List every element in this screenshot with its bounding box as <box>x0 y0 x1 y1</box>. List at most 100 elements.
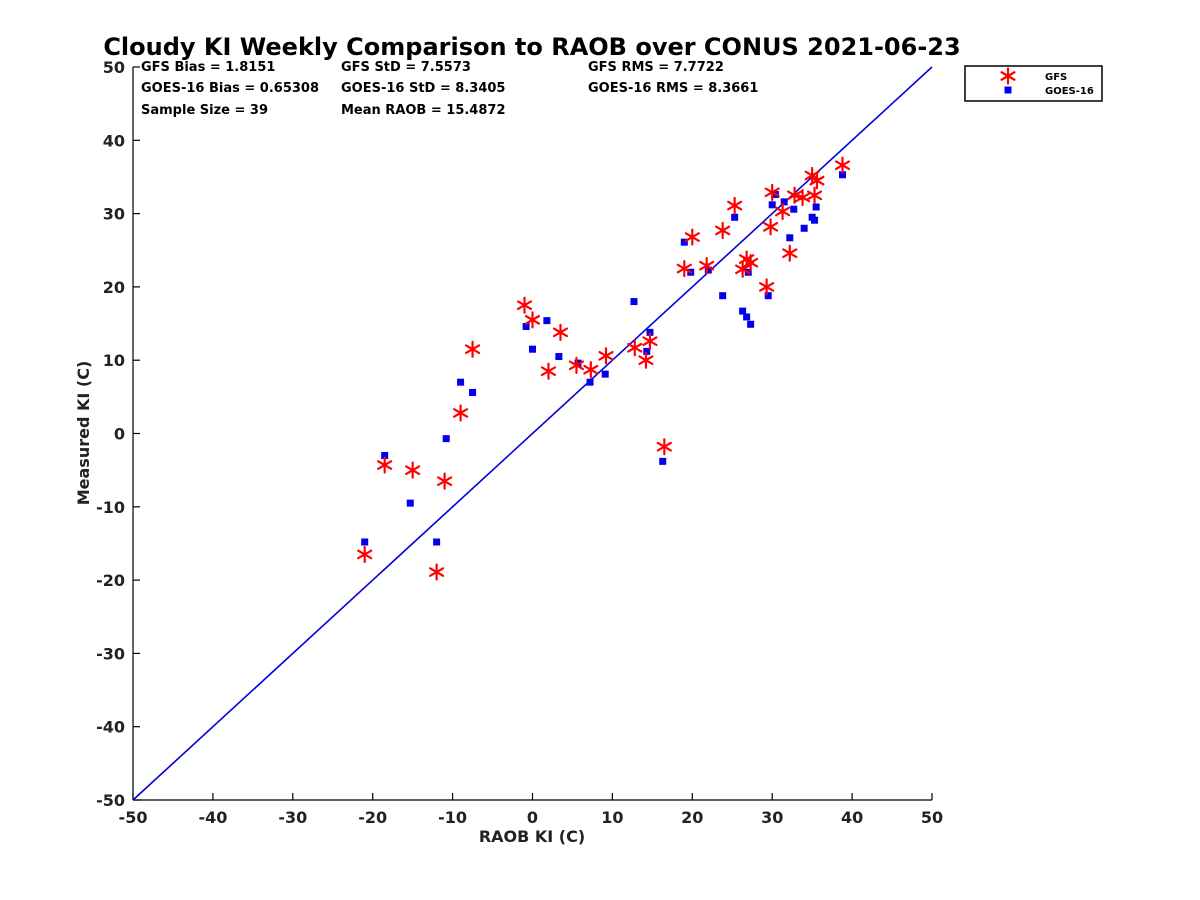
gfs-point <box>642 332 658 350</box>
goes16-point <box>601 370 609 378</box>
gfs-point <box>794 188 811 207</box>
gfs-point <box>627 339 643 357</box>
legend-gfs-marker <box>1000 67 1016 85</box>
x-tick-label: -40 <box>198 808 227 827</box>
gfs-point <box>552 323 569 341</box>
x-tick-label: -30 <box>278 808 307 827</box>
x-tick-label: 0 <box>527 808 538 827</box>
stat-label: GOES-16 RMS = 8.3661 <box>588 81 758 96</box>
goes16-point <box>433 538 441 546</box>
gfs-point <box>638 351 654 369</box>
gfs-point <box>806 186 823 204</box>
gfs-point <box>699 257 715 275</box>
data-points <box>357 156 851 581</box>
x-axis-label: RAOB KI (C) <box>479 827 585 846</box>
goes16-point <box>586 378 594 386</box>
gfs-point <box>516 296 533 314</box>
legend: GFS GOES-16 <box>964 65 1103 102</box>
gfs-point <box>676 259 692 278</box>
x-tick-label: -10 <box>438 808 467 827</box>
goes16-point <box>406 499 414 507</box>
goes16-point <box>643 347 651 355</box>
goes16-point <box>555 353 563 361</box>
goes16-point <box>768 201 776 209</box>
series-goes-16 <box>361 171 847 546</box>
gfs-point <box>377 456 393 474</box>
goes16-point <box>790 205 798 213</box>
x-tick-label: 20 <box>681 808 703 827</box>
goes16-point <box>743 313 751 321</box>
legend-goes16-marker <box>1004 86 1012 94</box>
gfs-point <box>684 228 700 246</box>
gfs-point <box>774 202 791 221</box>
one-to-one-line <box>132 66 933 801</box>
goes16-point <box>800 224 808 232</box>
stat-label: GOES-16 StD = 8.3405 <box>341 81 505 96</box>
chart-title: Cloudy KI Weekly Comparison to RAOB over… <box>103 33 960 61</box>
gfs-point <box>429 563 445 581</box>
goes16-point <box>529 345 536 353</box>
y-axis-label: Measured KI (C) <box>74 361 93 506</box>
goes16-point <box>543 317 551 325</box>
gfs-point <box>656 438 672 456</box>
gfs-point <box>727 196 743 215</box>
legend-label: GOES-16 <box>1045 86 1094 97</box>
y-tick-label: 30 <box>103 205 125 224</box>
goes16-point <box>646 328 654 336</box>
x-tick-label: 10 <box>601 808 623 827</box>
goes16-point <box>812 203 820 211</box>
y-tick-label: -30 <box>96 644 125 663</box>
gfs-point <box>464 340 481 358</box>
goes16-point <box>457 378 465 386</box>
goes16-point <box>719 292 727 300</box>
x-tick-label: 40 <box>841 808 863 827</box>
stat-label: Mean RAOB = 15.4872 <box>341 103 506 118</box>
stat-label: GOES-16 Bias = 0.65308 <box>141 81 319 96</box>
gfs-point <box>437 472 453 490</box>
stats-panel: GFS Bias = 1.8151 GFS StD = 7.5573 GFS RMS… <box>141 60 758 118</box>
gfs-point <box>540 362 557 380</box>
goes16-point <box>839 171 847 179</box>
y-tick-label: 20 <box>103 278 125 297</box>
y-tick-label: -50 <box>96 791 125 810</box>
goes16-point <box>747 320 755 328</box>
gfs-point <box>405 461 421 479</box>
goes16-point <box>811 216 819 224</box>
gfs-point <box>524 311 541 329</box>
goes16-point <box>780 198 788 206</box>
goes16-point <box>442 435 450 443</box>
stat-label: GFS StD = 7.5573 <box>341 60 471 75</box>
gfs-point <box>834 156 851 174</box>
gfs-point <box>743 254 759 272</box>
goes16-point <box>630 298 638 306</box>
gfs-point <box>357 545 373 564</box>
gfs-point <box>764 183 780 201</box>
goes16-point <box>680 238 688 246</box>
x-tick-label: 30 <box>761 808 783 827</box>
y-ticks: 50 40 30 20 10 0 -10 -20 -30 -40 -50 <box>96 58 140 810</box>
legend-label: GFS <box>1045 72 1067 83</box>
x-tick-label: -50 <box>119 808 148 827</box>
goes16-point <box>739 307 747 315</box>
y-tick-label: 50 <box>103 58 125 77</box>
y-tick-label: 0 <box>114 425 125 444</box>
gfs-point <box>583 361 599 379</box>
goes16-point <box>704 266 712 274</box>
gfs-point <box>715 221 731 240</box>
gfs-point <box>568 356 585 374</box>
y-tick-label: 40 <box>103 131 125 150</box>
x-ticks: -50 -40 -30 -20 -10 0 10 20 30 40 50 <box>119 793 943 827</box>
y-tick-label: -20 <box>96 571 125 590</box>
y-tick-label: -40 <box>96 718 125 737</box>
stat-label: GFS RMS = 7.7722 <box>588 60 724 75</box>
goes16-point <box>361 538 369 546</box>
goes16-point <box>522 322 530 330</box>
goes16-point <box>786 234 794 242</box>
legend-box <box>964 65 1103 102</box>
goes16-point <box>469 388 477 396</box>
x-tick-label: 50 <box>921 808 943 827</box>
series-gfs <box>357 156 851 581</box>
goes16-point <box>731 213 739 221</box>
gfs-point <box>786 186 803 204</box>
